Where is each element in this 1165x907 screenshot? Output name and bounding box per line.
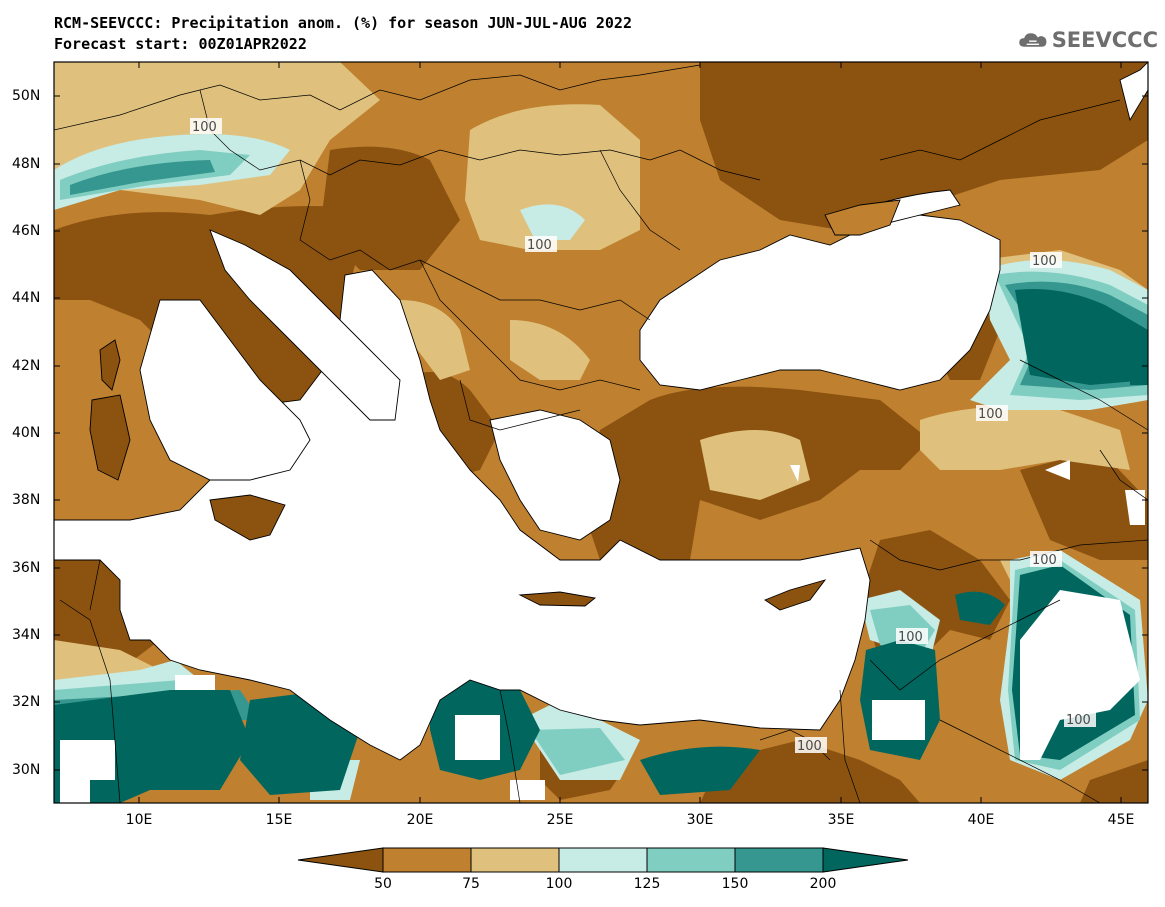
lat-tick-label: 30N: [12, 762, 41, 778]
tyrrhenian-sea: [139, 299, 311, 481]
corsica: [99, 339, 121, 391]
contour-label: 100: [978, 407, 1003, 422]
lat-tick-label: 44N: [12, 290, 41, 306]
contour-label: 100: [1032, 553, 1057, 568]
crete: [518, 591, 597, 607]
lat-tick-label: 42N: [12, 358, 41, 374]
chart-title: RCM-SEEVCCC: Precipitation anom. (%) for…: [54, 14, 632, 32]
black-sea: [639, 214, 1001, 391]
lat-tick-label: 50N: [12, 88, 41, 104]
contour-label: 100: [797, 739, 822, 754]
contour-label: 100: [527, 238, 552, 253]
lat-tick-label: 36N: [12, 560, 41, 576]
aegean-sea: [489, 409, 621, 541]
lon-tick-label: 45E: [1107, 812, 1135, 828]
lon-tick-label: 15E: [265, 812, 293, 828]
sardinia: [89, 394, 131, 481]
colorbar: [297, 847, 909, 873]
mediterranean-sea: [54, 269, 871, 761]
lat-tick-label: 40N: [12, 425, 41, 441]
adriatic-sea: [209, 229, 401, 421]
colorbar-50-75: [382, 847, 472, 873]
lon-tick-label: 20E: [406, 812, 434, 828]
contour-labels: 100 100 100 100 100 100 100 100: [190, 118, 1096, 754]
colorbar-150-200: [734, 847, 824, 873]
contour-label: 100: [192, 120, 217, 135]
cyprus: [764, 579, 827, 611]
lat-tick-marks: [54, 95, 1148, 771]
seevccc-logo: SEEVCCC: [1018, 20, 1158, 60]
lon-tick-label: 10E: [125, 812, 153, 828]
lon-tick-label: 40E: [967, 812, 995, 828]
lat-tick-label: 38N: [12, 492, 41, 508]
lon-tick-marks: [138, 62, 1122, 803]
colorbar-100-125: [558, 847, 648, 873]
colorbar-125-150: [646, 847, 736, 873]
colorbar-below-50: [297, 847, 384, 873]
lat-tick-label: 32N: [12, 694, 41, 710]
caspian-edge: [1119, 62, 1148, 122]
lon-tick-label: 35E: [827, 812, 855, 828]
contour-label: 100: [1032, 254, 1057, 269]
crimea: [824, 199, 901, 236]
contour-label: 100: [1066, 713, 1091, 728]
colorbar-tick-label: 75: [462, 876, 480, 892]
colorbar-tick-label: 150: [721, 876, 749, 892]
lon-tick-label: 30E: [686, 812, 714, 828]
colorbar-tick-label: 125: [633, 876, 661, 892]
colorbar-tick-label: 100: [545, 876, 573, 892]
lon-tick-label: 25E: [546, 812, 574, 828]
lat-tick-label: 46N: [12, 223, 41, 239]
contour-label: 100: [898, 630, 923, 645]
sicily: [209, 494, 286, 541]
lat-tick-label: 34N: [12, 627, 41, 643]
cloud-icon: [1019, 33, 1047, 47]
lat-tick-label: 48N: [12, 156, 41, 172]
logo-text: SEEVCCC: [1051, 28, 1158, 52]
colorbar-above-200: [822, 847, 909, 873]
chart-subtitle: Forecast start: 00Z01APR2022: [54, 35, 307, 53]
no-data-areas: [60, 460, 1145, 803]
colorbar-tick-label: 50: [374, 876, 392, 892]
islands: [89, 199, 901, 611]
colorbar-tick-label: 200: [809, 876, 837, 892]
colorbar-75-100: [470, 847, 560, 873]
sea-areas: [54, 62, 1148, 761]
